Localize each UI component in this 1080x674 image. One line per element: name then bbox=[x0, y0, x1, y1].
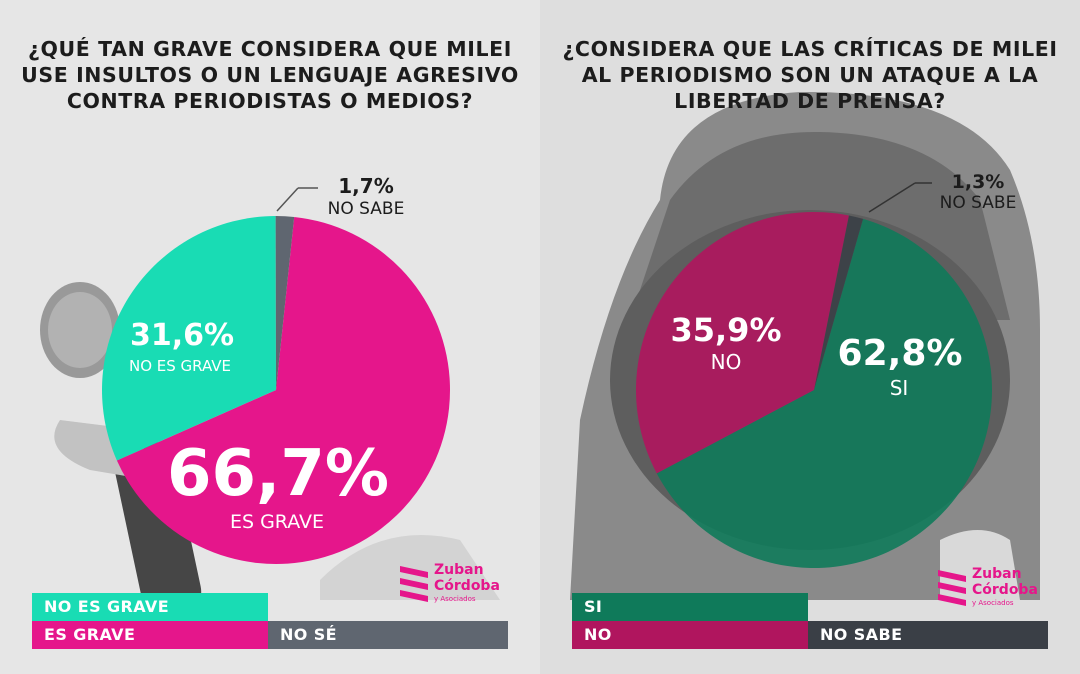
right-slice-si bbox=[656, 218, 993, 569]
right-question-title: ¿CONSIDERA QUE LAS CRÍTICAS DE MILEI AL … bbox=[562, 37, 1058, 113]
right-slice-label-si-value: 62,8% bbox=[838, 333, 963, 374]
left-slice-no-es-grave bbox=[102, 216, 277, 461]
logo-text: Zuban Córdoba bbox=[434, 562, 500, 594]
right-slice-no bbox=[635, 211, 849, 474]
left-slice-label-grave: ES GRAVE bbox=[230, 511, 324, 533]
right-panel: ¿CONSIDERA QUE LAS CRÍTICAS DE MILEI AL … bbox=[540, 0, 1080, 674]
legend-no-se: NO SÉ bbox=[268, 621, 508, 649]
zuban-cordoba-logo: Zuban Córdoba y Asociados bbox=[398, 562, 508, 606]
right-pie-chart: 1,3% NO SABE 35,9% NO 62,8% SI bbox=[635, 171, 1017, 569]
legend-es-grave: ES GRAVE bbox=[32, 621, 268, 649]
right-slice-label-si: SI bbox=[890, 376, 909, 400]
zuban-cordoba-logo: Zuban Córdoba y Asociados bbox=[936, 566, 1046, 610]
right-slice-label-no-sabe-value: 1,3% bbox=[952, 171, 1005, 193]
no-sabe-leader-line bbox=[868, 182, 916, 213]
left-legend: NO ES GRAVE ES GRAVE NO SÉ bbox=[32, 593, 508, 649]
left-slice-label-grave-value: 66,7% bbox=[167, 437, 389, 511]
left-slice-label-no-grave: NO ES GRAVE bbox=[129, 357, 231, 375]
left-panel: ¿QUÉ TAN GRAVE CONSIDERA QUE MILEI USE I… bbox=[21, 37, 519, 649]
legend-si: SI bbox=[572, 593, 808, 621]
logo-text: Zuban Córdoba bbox=[972, 566, 1038, 598]
zuban-cordoba-logo-mark bbox=[938, 570, 966, 606]
left-slice-label-no-sabe: NO SABE bbox=[328, 199, 405, 219]
right-slice-label-no-value: 35,9% bbox=[670, 311, 781, 349]
logo-subtitle: y Asociados bbox=[434, 595, 476, 603]
right-slice-no-sabe bbox=[814, 215, 864, 390]
right-slice-label-no-sabe: NO SABE bbox=[940, 193, 1017, 213]
legend-no-es-grave: NO ES GRAVE bbox=[32, 593, 268, 621]
no-sabe-leader-line bbox=[276, 187, 299, 212]
left-slice-es-grave bbox=[116, 216, 451, 564]
left-pie-chart: 1,7% NO SABE 31,6% NO ES GRAVE 66,7% ES … bbox=[102, 174, 451, 564]
legend-no: NO bbox=[572, 621, 808, 649]
left-slice-label-no-grave-value: 31,6% bbox=[130, 318, 234, 353]
legend-no-sabe: NO SABE bbox=[808, 621, 1048, 649]
logo-subtitle: y Asociados bbox=[972, 599, 1014, 607]
right-slice-label-no: NO bbox=[711, 350, 742, 374]
left-question-title: ¿QUÉ TAN GRAVE CONSIDERA QUE MILEI USE I… bbox=[21, 37, 519, 113]
left-slice-no-sabe bbox=[275, 215, 295, 390]
zuban-cordoba-logo-mark bbox=[400, 566, 428, 602]
left-slice-label-no-sabe-value: 1,7% bbox=[338, 174, 393, 198]
right-legend: SI NO NO SABE bbox=[572, 593, 1048, 649]
